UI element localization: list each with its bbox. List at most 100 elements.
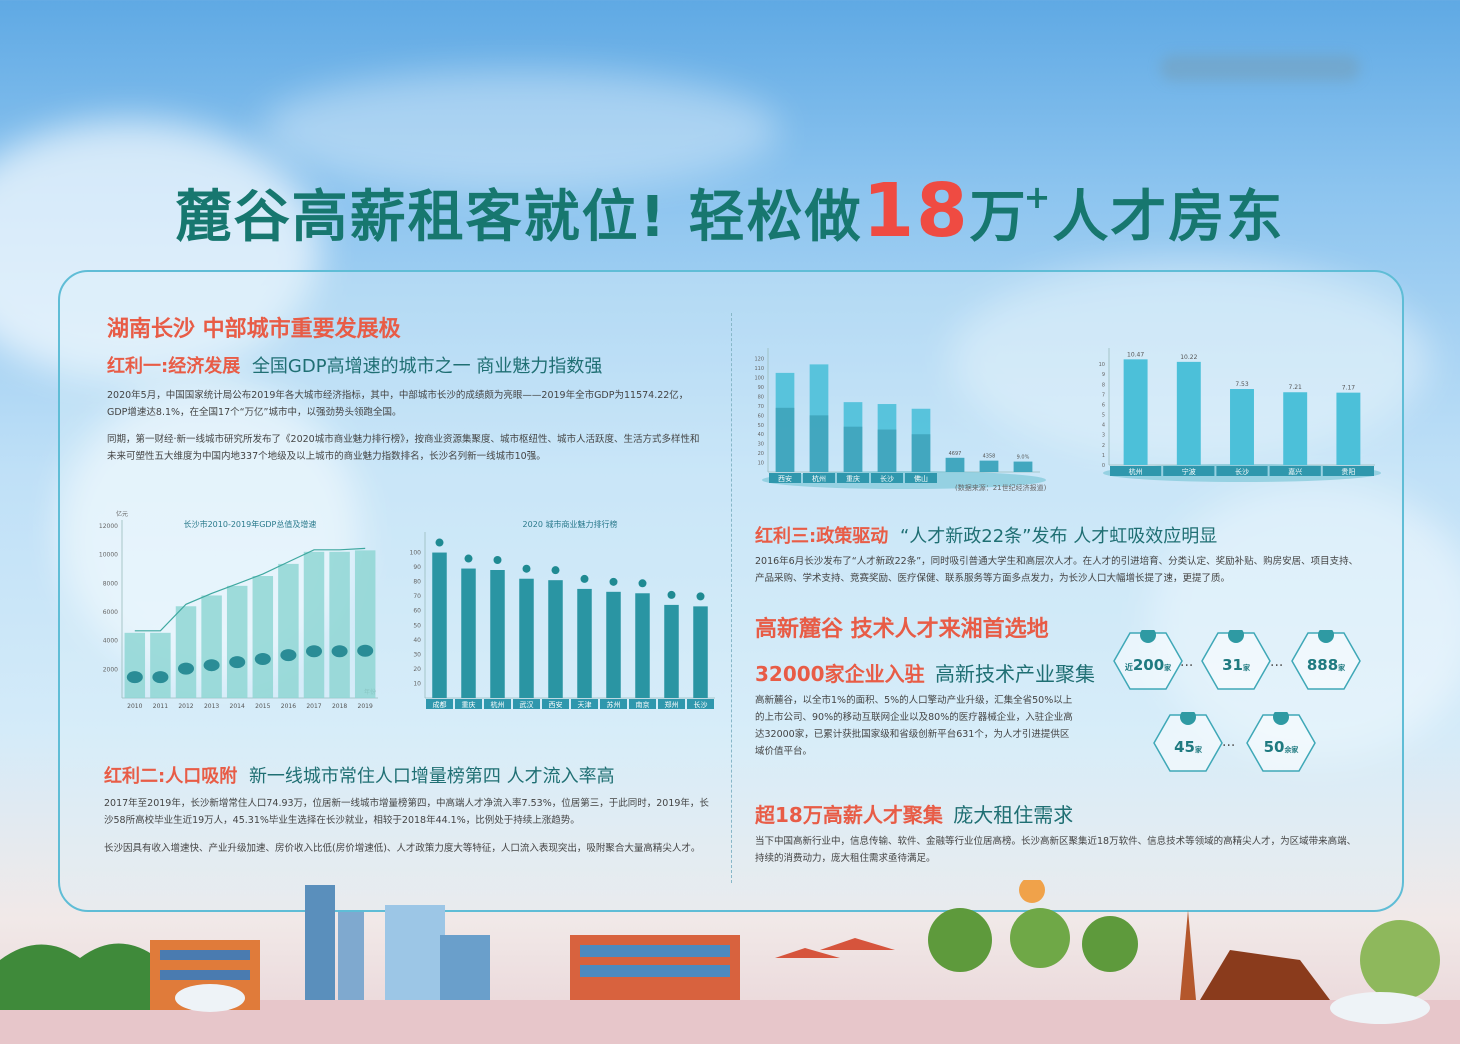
x-tick-label: 2012 (178, 703, 193, 710)
category-band (1216, 466, 1268, 476)
y-tick-label: 90 (758, 385, 764, 391)
growth-marker (254, 652, 271, 665)
bar-value-label: 10.47 (1127, 351, 1144, 358)
bar-secondary (843, 426, 863, 472)
x-tick-label: 西安 (549, 700, 563, 709)
category-band (513, 699, 540, 709)
y-tick-label: 12000 (99, 523, 118, 530)
x-tick-label: 长沙 (1235, 467, 1249, 476)
bar-marker (638, 579, 647, 588)
section-title: 湖南长沙 中部城市重要发展极 (107, 317, 401, 342)
y-tick-label: 7 (1102, 392, 1105, 398)
y-tick-label: 50 (758, 423, 764, 429)
hex-stat-hightech: 888家 (1290, 627, 1362, 696)
y-tick-label: 40 (758, 432, 764, 438)
y-tick-label: 100 (410, 550, 422, 557)
bar-marker (464, 554, 473, 563)
bar (1123, 359, 1148, 465)
section-2-title: 高新麓谷 技术人才来湘首选地 (755, 617, 1049, 642)
bar-marker (551, 566, 560, 575)
x-tick-label: 2019 (358, 703, 373, 710)
bar (635, 593, 650, 698)
bar-secondary (1013, 461, 1033, 472)
y-tick-label: 1 (1102, 453, 1105, 459)
benefit-2-heading: 红利二:人口吸附 新一线城市常住人口增量榜第四 人才流入率高 (104, 766, 615, 787)
y-tick-label: 2 (1102, 443, 1105, 449)
y-tick-label: 6000 (103, 609, 118, 616)
category-band (1163, 466, 1215, 476)
y-tick-label: 80 (758, 394, 764, 400)
y-tick-label: 6 (1102, 402, 1105, 408)
y-tick-label: 10 (413, 680, 421, 687)
category-band (542, 699, 569, 709)
hex-stat-research: 45家 (1152, 709, 1224, 778)
y-tick-label: 10000 (99, 552, 118, 559)
y-tick-label: 5 (1102, 413, 1105, 419)
bar-secondary (979, 460, 999, 472)
bar (1176, 361, 1201, 465)
benefit-2-paragraph-1: 2017年至2019年，长沙新增常住人口74.93万，位居新一线城市增量榜第四，… (104, 798, 709, 826)
bar-secondary (809, 415, 829, 472)
benefit-3-paragraph: 2016年6月长沙发布了“人才新政22条”，同时吸引普通大学生和高层次人才。在人… (755, 556, 1359, 584)
cloud (0, 120, 320, 380)
benefit-3-heading: 红利三:政策驱动 “人才新政22条”发布 人才虹吸效应明显 (755, 526, 1218, 547)
bar-label: 4697 (949, 451, 962, 457)
dots: ··· (1270, 658, 1284, 674)
logo-blurred (1160, 55, 1360, 81)
bar-value-label: 7.21 (1289, 384, 1303, 391)
category-band (426, 699, 453, 709)
category-band (571, 699, 598, 709)
x-tick-label: 2014 (230, 703, 245, 710)
bar (461, 568, 476, 698)
bar (150, 632, 171, 698)
x-tick-label: 2017 (306, 703, 321, 710)
x-tick-label: 苏州 (607, 700, 621, 709)
y-tick-label: 8000 (103, 580, 118, 587)
x-tick-label: 2016 (281, 703, 296, 710)
city-population-chart: 10 20 30 40 50 60 70 80 90 100 110 120 西安 杭州 重庆 长沙 佛山 469… (754, 348, 1046, 489)
y-tick-label: 70 (758, 404, 764, 410)
x-tick-label: 重庆 (462, 700, 476, 709)
y-tick-label: 8 (1102, 382, 1105, 388)
y-tick-label: 50 (413, 622, 421, 629)
category-band (484, 699, 511, 709)
headline: 麓谷高薪租客就位! 轻松做18万+人才房东 (175, 168, 1285, 254)
talent-inflow-chart: 0 1 2 3 4 5 6 7 8 9 10 10.47 杭州 10.22 宁波 7.53 长沙 7.21 嘉兴 7.… (1099, 348, 1381, 482)
cloud (1150, 480, 1460, 760)
bar (124, 632, 146, 698)
bar (252, 576, 274, 698)
business-charm-chart: 2020 城市商业魅力排行榜 10 20 30 40 50 60 70 80 90 100 成都 重庆 杭… (410, 519, 715, 709)
bar (354, 550, 376, 698)
bar (1230, 389, 1254, 465)
source-note: (数据来源：21世纪经济报道) (955, 484, 1047, 492)
bar-value-label: 7.17 (1342, 385, 1356, 392)
y-tick-label: 20 (758, 451, 764, 457)
y-tick-label: 2000 (103, 666, 118, 673)
category-band (871, 473, 903, 483)
bar-label: 4358 (983, 454, 996, 460)
bar (329, 551, 350, 698)
y-tick-label: 60 (758, 413, 764, 419)
y-tick-label: 20 (413, 666, 421, 673)
chart-title: 长沙市2010-2019年GDP总值及增速 (184, 519, 317, 529)
growth-marker (152, 671, 169, 684)
enterprise-paragraph: 高新麓谷，以全市1%的面积、5%的人口擎动产业升级，汇集全省50%以上的上市公司… (755, 695, 1073, 757)
category-band (1269, 466, 1321, 476)
chart-title: 2020 城市商业魅力排行榜 (523, 519, 618, 529)
x-tick-label: 长沙 (880, 474, 894, 483)
bar (548, 580, 563, 698)
y-tick-label: 80 (413, 579, 421, 586)
bar-value-label: 7.53 (1235, 381, 1249, 388)
category-band (600, 699, 627, 709)
hex-stat-listed: 31家 (1200, 627, 1272, 696)
bar (606, 591, 621, 698)
growth-marker (331, 645, 348, 658)
x-tick-label: 2013 (204, 703, 219, 710)
x-tick-label: 重庆 (846, 474, 860, 483)
y-tick-label: 100 (754, 376, 764, 382)
x-tick-label: 2011 (153, 703, 168, 710)
category-band (629, 699, 656, 709)
dots: ··· (1222, 738, 1236, 754)
category-band (658, 699, 685, 709)
x-tick-label: 杭州 (491, 700, 505, 709)
